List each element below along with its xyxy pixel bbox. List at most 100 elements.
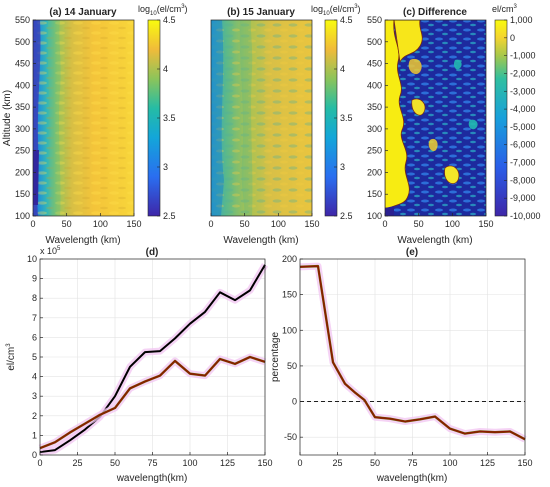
x-axis-label-a: Wavelength (km): [45, 235, 120, 246]
y-tick-label: 100: [15, 211, 30, 221]
y-tick-label: -50: [284, 432, 297, 442]
y-ticks-d: 0 1 2 3 4 5 6 7 8 9 10: [27, 254, 43, 460]
series-line: [39, 356, 266, 449]
colorbar-tick-label: 4: [340, 64, 345, 74]
colorbar-tick-label: 2.5: [163, 211, 176, 221]
axes-frame-c: [384, 19, 487, 217]
colorbar-tick-label: 4.5: [163, 15, 176, 25]
y-ticks-a: 100 150 200 250 300 350 400 450 500 550: [15, 15, 36, 221]
colorbar-tick-label: 3: [163, 162, 168, 172]
lines-d: [38, 263, 269, 456]
heatmap-c: [385, 20, 486, 216]
y-tick-label: 8: [32, 293, 37, 303]
y-axis-label-d: el/cm3: [6, 343, 17, 371]
colorbar-tick-label: 2.5: [340, 211, 353, 221]
colorbar-label-c: el/cm3: [492, 4, 518, 14]
panel-a: (a) 14 January 0 50 100 150 100 150 200 250 300…: [2, 4, 188, 246]
y-tick-label: 500: [367, 37, 382, 47]
axes-frame-a: [32, 19, 135, 217]
lines-e: [299, 262, 527, 443]
x-tick-label: 75: [147, 458, 157, 468]
colorbar-ticks-a: 2.5 3 3.5 4 4.5: [157, 15, 176, 221]
colorbar-tick-label: 4.5: [340, 15, 353, 25]
x-tick-label: 50: [370, 458, 380, 468]
heatmap-a: [33, 20, 134, 216]
axes-frame-b: [210, 19, 313, 217]
y-tick-label: 5: [32, 352, 37, 362]
x-ticks-d: 0 25 50 75 100 125 150: [37, 452, 273, 468]
x-tick-label: 100: [442, 458, 457, 468]
x-tick-label: 150: [126, 219, 141, 229]
y-tick-label: 250: [367, 146, 382, 156]
y-tick-label: 7: [32, 313, 37, 323]
y-tick-label: 200: [15, 167, 30, 177]
panel-c-title: (c) Difference: [403, 7, 467, 18]
panel-b-title: (b) 15 January: [227, 7, 295, 18]
x-tick-label: 0: [37, 458, 42, 468]
panel-e: (e) 0 25 50 75 100 125 150 -50 0 50 100 150 200 wav…: [270, 247, 533, 484]
x-tick-label: 0: [297, 458, 302, 468]
colorbar-tick-label: -7,000: [510, 158, 536, 168]
y-tick-label: 4: [32, 372, 37, 382]
y-tick-label: 350: [367, 102, 382, 112]
y-tick-label: 10: [27, 254, 37, 264]
y-tick-label: 550: [15, 15, 30, 25]
y-ticks-e: -50 0 50 100 150 200: [282, 254, 303, 442]
colorbar-tick-label: -10,000: [510, 211, 541, 221]
panel-e-title: (e): [406, 247, 418, 258]
y-tick-label: 50: [287, 361, 297, 371]
x-tick-label: 75: [407, 458, 417, 468]
colorbar-tick-label: -5,000: [510, 122, 536, 132]
colorbar-tick-label: -3,000: [510, 86, 536, 96]
y-tick-label: 200: [282, 254, 297, 264]
y-tick-label: 350: [15, 102, 30, 112]
x-ticks-b: 0 50 100 150: [208, 213, 320, 229]
y-tick-label: 0: [292, 397, 297, 407]
y-tick-label: 1: [32, 430, 37, 440]
x-tick-label: 100: [93, 219, 108, 229]
y-tick-label: 300: [15, 124, 30, 134]
y-tick-label: 150: [15, 189, 30, 199]
colorbar-tick-label: -2,000: [510, 68, 536, 78]
x-tick-label: 0: [208, 219, 213, 229]
x-tick-label: 25: [72, 458, 82, 468]
colorbar-tick-label: 3.5: [340, 113, 353, 123]
y-tick-label: 2: [32, 411, 37, 421]
colorbar-tick-label: 3.5: [163, 113, 176, 123]
x-tick-label: 150: [304, 219, 319, 229]
colorbar-tick-label: 3: [340, 162, 345, 172]
y-axis-label-e: percentage: [270, 332, 281, 382]
colorbar-tick-label: 4: [163, 64, 168, 74]
y-tick-label: 500: [15, 37, 30, 47]
y-tick-label: 450: [15, 59, 30, 69]
x-ticks-c: 0 50 100 150: [382, 213, 494, 229]
y-tick-label: 450: [367, 59, 382, 69]
colorbar-c: [494, 19, 508, 217]
heatmap-b: [211, 20, 312, 216]
x-tick-label: 100: [445, 219, 460, 229]
x-tick-label: 25: [332, 458, 342, 468]
series-line: [39, 264, 266, 454]
panel-c: (c) Difference 0 50 100 150 100 150 200 250 300…: [367, 4, 541, 246]
colorbar-label-b: log10(el/cm3): [311, 4, 361, 17]
y-tick-label: 200: [367, 167, 382, 177]
colorbar-tick-label: -6,000: [510, 140, 536, 150]
x-axis-label-d: wavelength(km): [116, 473, 188, 484]
x-tick-label: 150: [257, 458, 272, 468]
x-tick-label: 0: [382, 219, 387, 229]
panel-d-title: (d): [146, 247, 159, 258]
y-tick-label: 550: [367, 15, 382, 25]
x-tick-label: 50: [110, 458, 120, 468]
y-tick-label: 3: [32, 391, 37, 401]
x-ticks-e: 0 25 50 75 100 125 150: [297, 452, 533, 468]
y-multiplier-d: x 105: [40, 246, 61, 256]
y-tick-label: 100: [367, 211, 382, 221]
panel-b: (b) 15 January 0 50 100 150 Wavelength (km)…: [208, 4, 360, 246]
y-tick-label: 300: [367, 124, 382, 134]
y-tick-label: 6: [32, 332, 37, 342]
x-tick-label: 50: [240, 219, 250, 229]
colorbar-tick-label: -8,000: [510, 175, 536, 185]
y-tick-label: 150: [282, 290, 297, 300]
